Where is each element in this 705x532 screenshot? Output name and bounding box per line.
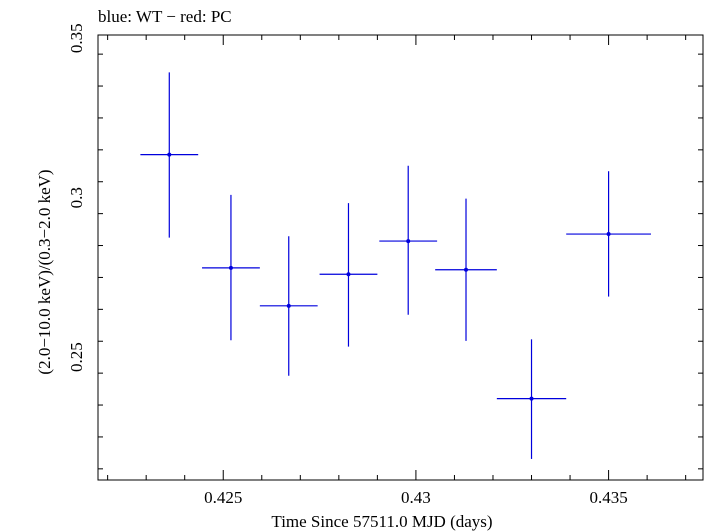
y-axis-label: (2.0−10.0 keV)/(0.3−2.0 keV) xyxy=(35,169,54,374)
data-point xyxy=(379,165,438,315)
point-marker xyxy=(406,239,411,244)
y-tick-label: 0.3 xyxy=(67,187,86,208)
point-marker xyxy=(464,267,469,272)
x-axis-label: Time Since 57511.0 MJD (days) xyxy=(271,512,492,531)
data-point xyxy=(319,203,378,347)
plot-frame xyxy=(97,34,704,481)
x-tick-label: 0.425 xyxy=(204,488,242,507)
tick-labels: 0.425 0.43 0.435 0.25 0.3 0.35 xyxy=(67,23,628,507)
point-marker xyxy=(286,303,291,308)
data-point xyxy=(259,236,318,376)
data-point xyxy=(140,72,199,238)
point-marker xyxy=(228,265,233,270)
data-point xyxy=(566,171,651,297)
y-tick-label: 0.35 xyxy=(67,23,86,53)
point-marker xyxy=(346,272,351,277)
data-point xyxy=(202,194,260,341)
ticks xyxy=(98,35,703,480)
y-tick-label: 0.25 xyxy=(67,342,86,372)
data-point xyxy=(435,198,497,341)
chart-title: blue: WT − red: PC xyxy=(98,7,232,26)
data-marks xyxy=(140,72,651,459)
point-marker xyxy=(167,152,172,157)
data-point xyxy=(496,339,567,459)
point-marker xyxy=(529,396,534,401)
point-marker xyxy=(606,232,611,237)
x-tick-label: 0.43 xyxy=(401,488,431,507)
x-tick-label: 0.435 xyxy=(589,488,627,507)
